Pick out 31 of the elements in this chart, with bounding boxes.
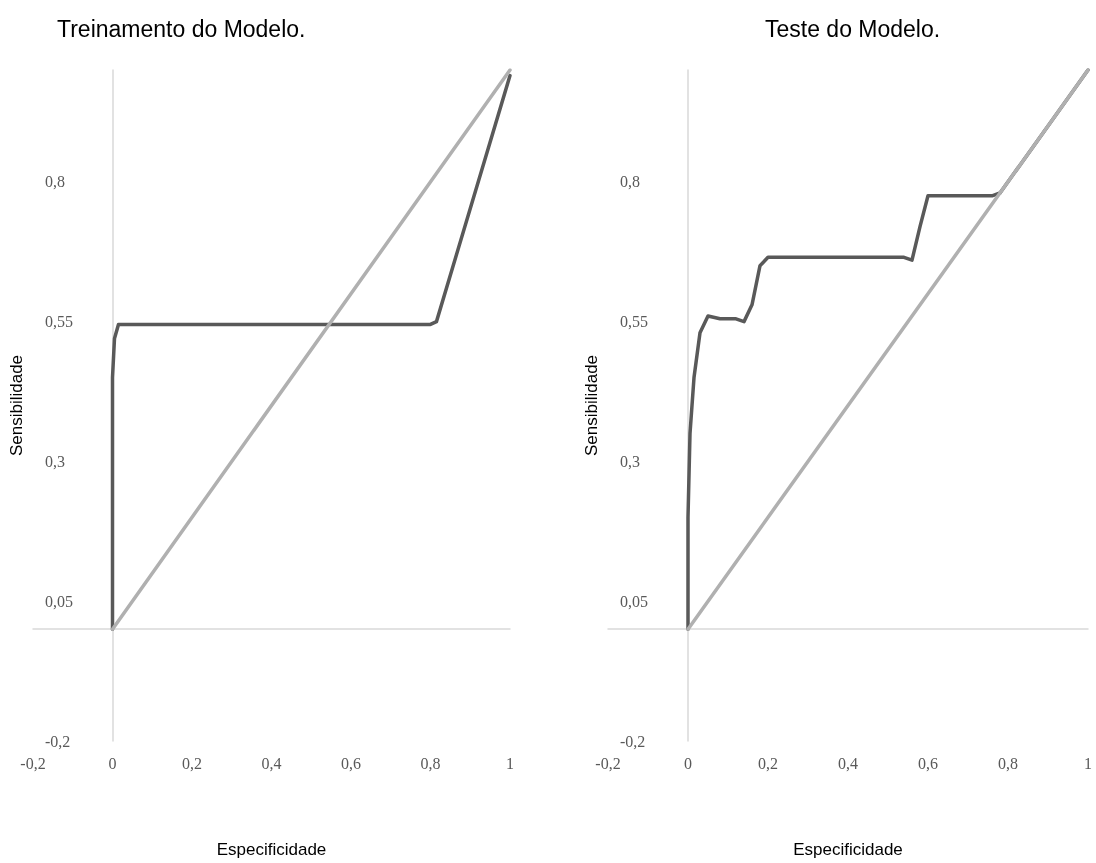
x-tick-label: 0,6 (341, 754, 361, 772)
x-tick-label: 0,4 (838, 754, 858, 772)
line-series (686, 68, 1090, 631)
x-tick-label: 0,2 (182, 754, 202, 772)
x-tick-label: -0,2 (20, 754, 46, 772)
x-tick-label: 0,6 (918, 754, 938, 772)
y-tick-label: 0,05 (45, 592, 73, 610)
y-tick-label: 0,8 (620, 173, 640, 191)
chart-title: Treinamento do Modelo. (57, 15, 306, 42)
x-axis-title: Especificidade (216, 840, 327, 859)
y-tick-label: 0,3 (45, 452, 65, 470)
x-axis-title: Especificidade (793, 840, 903, 859)
y-tick-label: 0,55 (620, 313, 648, 331)
x-tick-label: 0 (108, 754, 117, 772)
chart-title: Teste do Modelo. (765, 15, 941, 42)
y-tick-label: 0,05 (620, 592, 648, 610)
y-axis-title: Sensibilidade (7, 354, 26, 457)
y-tick-label: -0,2 (620, 732, 646, 750)
y-tick-label: 0,3 (620, 452, 640, 470)
x-tick-label: 0,2 (758, 754, 778, 772)
x-tick-label: 1 (1084, 754, 1092, 772)
x-tick-label: 0,8 (420, 754, 441, 772)
y-tick-label: 0,55 (45, 313, 73, 331)
x-tick-label: -0,2 (595, 754, 621, 772)
x-tick-label: 0,4 (261, 754, 282, 772)
y-axis-title: Sensibilidade (582, 354, 601, 457)
x-tick-label: 1 (506, 754, 514, 772)
x-tick-label: 0,8 (998, 754, 1018, 772)
x-tick-label: 0 (684, 754, 692, 772)
y-tick-label: 0,8 (45, 173, 65, 191)
y-tick-label: -0,2 (45, 732, 71, 750)
